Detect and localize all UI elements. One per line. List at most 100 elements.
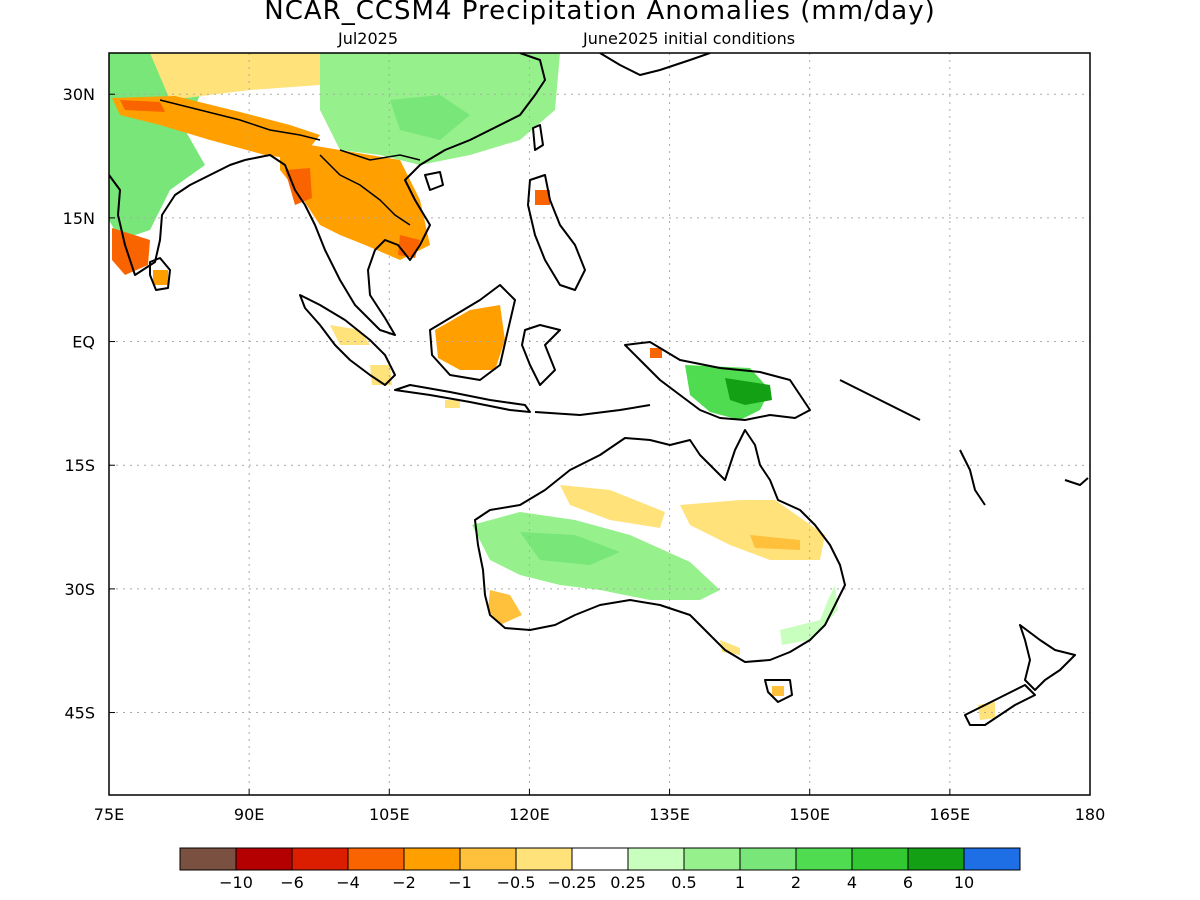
tasmania-coast bbox=[764, 679, 793, 703]
colorbar: −10 −6 −4 −2 −1 −0.5 −0.25 0.25 0.5 1 2 4 6 10 bbox=[179, 847, 1021, 892]
colorbar-swatch bbox=[851, 847, 909, 871]
map-frame bbox=[108, 52, 1091, 796]
lat-tick-label: 30N bbox=[63, 85, 95, 104]
fiji-coast bbox=[1064, 477, 1089, 486]
himalaya-orange-anomaly bbox=[112, 96, 320, 160]
colorbar-swatch bbox=[403, 847, 461, 871]
colorbar-label: −4 bbox=[336, 873, 360, 892]
colorbar-label: 10 bbox=[954, 873, 974, 892]
tibet-yellow-anomaly bbox=[150, 53, 330, 100]
colorbar-label: −1 bbox=[448, 873, 472, 892]
india-south-orange-anomaly bbox=[112, 228, 150, 275]
sw-australia-orange-anomaly bbox=[488, 590, 522, 625]
lat-tick-label: 30S bbox=[64, 580, 95, 599]
lon-tick-label: 180 bbox=[1075, 805, 1106, 824]
tasmania-orange-anomaly bbox=[772, 686, 784, 696]
lon-tick-label: 120E bbox=[509, 805, 550, 824]
map-axes: 75E 90E 105E 120E 135E 150E 165E 180 30N 15N EQ 15S… bbox=[63, 85, 1106, 824]
colorbar-swatch bbox=[291, 847, 349, 871]
coastlines bbox=[109, 53, 1089, 726]
borneo-coast bbox=[429, 284, 516, 381]
colorbar-swatch bbox=[627, 847, 685, 871]
nz-north-coast bbox=[1019, 624, 1076, 691]
australia-coast bbox=[474, 429, 846, 663]
japan-coast bbox=[599, 53, 711, 76]
indochina-borders bbox=[319, 154, 411, 226]
new-guinea-coast bbox=[624, 341, 811, 421]
anomaly-shading bbox=[109, 53, 995, 720]
lon-tick-label: 75E bbox=[94, 805, 124, 824]
colorbar-label: 4 bbox=[847, 873, 857, 892]
philippines-coast bbox=[527, 174, 586, 291]
china-strong-green-anomaly bbox=[390, 95, 470, 140]
w-australia-strong-green-anomaly bbox=[520, 532, 620, 565]
himalaya-border bbox=[159, 99, 321, 141]
colorbar-label: −0.5 bbox=[497, 873, 536, 892]
new-guinea-green-anomaly bbox=[685, 365, 770, 420]
lat-tick-label: 15S bbox=[64, 456, 95, 475]
sumatra-yellow-anomaly bbox=[330, 325, 370, 345]
solomon-coast bbox=[839, 379, 921, 421]
himalaya-red-anomaly bbox=[120, 100, 165, 112]
vanuatu-coast bbox=[959, 449, 986, 506]
colorbar-swatch bbox=[739, 847, 797, 871]
colorbar-swatch bbox=[907, 847, 965, 871]
myanmar-red-anomaly bbox=[285, 168, 312, 205]
se-australia-green-anomaly bbox=[780, 585, 838, 645]
colorbar-label: −6 bbox=[280, 873, 304, 892]
colorbar-swatch bbox=[795, 847, 853, 871]
colorbar-swatch bbox=[571, 847, 629, 871]
colorbar-label: 0.5 bbox=[671, 873, 696, 892]
victoria-yellow-anomaly bbox=[720, 640, 740, 655]
sulawesi-coast bbox=[521, 324, 561, 386]
sri-lanka-orange-anomaly bbox=[153, 270, 168, 285]
colorbar-swatch bbox=[515, 847, 573, 871]
n-australia-yellow-anomaly bbox=[560, 485, 665, 528]
colorbar-label: −10 bbox=[219, 873, 253, 892]
china-border bbox=[339, 149, 421, 161]
colorbar-label: 1 bbox=[735, 873, 745, 892]
sumatra-south-yellow-anomaly bbox=[370, 365, 392, 385]
colorbar-swatch bbox=[963, 847, 1021, 871]
java-yellow-anomaly bbox=[445, 400, 460, 408]
colorbar-label: −2 bbox=[392, 873, 416, 892]
colorbar-swatch bbox=[459, 847, 517, 871]
taiwan-coast bbox=[532, 124, 544, 151]
colorbar-swatch bbox=[179, 847, 237, 871]
lon-tick-label: 105E bbox=[369, 805, 410, 824]
country-borders bbox=[159, 99, 421, 226]
colorbar-label: −0.25 bbox=[547, 873, 596, 892]
colorbar-label: 6 bbox=[903, 873, 913, 892]
ne-australia-orange-anomaly bbox=[750, 535, 800, 550]
sumatra-coast bbox=[299, 294, 396, 386]
lesser-sunda-coast bbox=[534, 404, 651, 416]
india-coast bbox=[109, 159, 246, 276]
indochina-orange-anomaly bbox=[280, 140, 430, 260]
lat-tick-label: 15N bbox=[63, 209, 95, 228]
borneo-orange-anomaly bbox=[435, 305, 505, 370]
lat-tick-label: EQ bbox=[72, 333, 95, 352]
initial-conditions: June2025 initial conditions bbox=[583, 29, 796, 48]
java-coast bbox=[394, 384, 531, 413]
lon-tick-label: 165E bbox=[930, 805, 971, 824]
colorbar-swatch bbox=[683, 847, 741, 871]
colorbar-swatch bbox=[235, 847, 293, 871]
map-gridlines bbox=[109, 53, 1090, 795]
asia-mainland-coast bbox=[244, 53, 546, 336]
lon-tick-label: 90E bbox=[234, 805, 264, 824]
map-title: NCAR_CCSM4 Precipitation Anomalies (mm/d… bbox=[264, 0, 936, 26]
luzon-orange-anomaly bbox=[535, 190, 550, 205]
lat-tick-label: 45S bbox=[64, 704, 95, 723]
nz-south-coast bbox=[964, 684, 1036, 726]
colorbar-label: 0.25 bbox=[610, 873, 646, 892]
new-guinea-strong-green-anomaly bbox=[725, 378, 772, 405]
ne-australia-yellow-anomaly bbox=[680, 500, 825, 560]
lon-tick-label: 135E bbox=[649, 805, 690, 824]
colorbar-swatch bbox=[347, 847, 405, 871]
sri-lanka-coast bbox=[149, 257, 171, 291]
hainan-coast bbox=[424, 171, 444, 191]
colorbar-label: 2 bbox=[791, 873, 801, 892]
new-guinea-red-anomaly bbox=[650, 348, 662, 358]
valid-month: Jul2025 bbox=[338, 29, 399, 48]
